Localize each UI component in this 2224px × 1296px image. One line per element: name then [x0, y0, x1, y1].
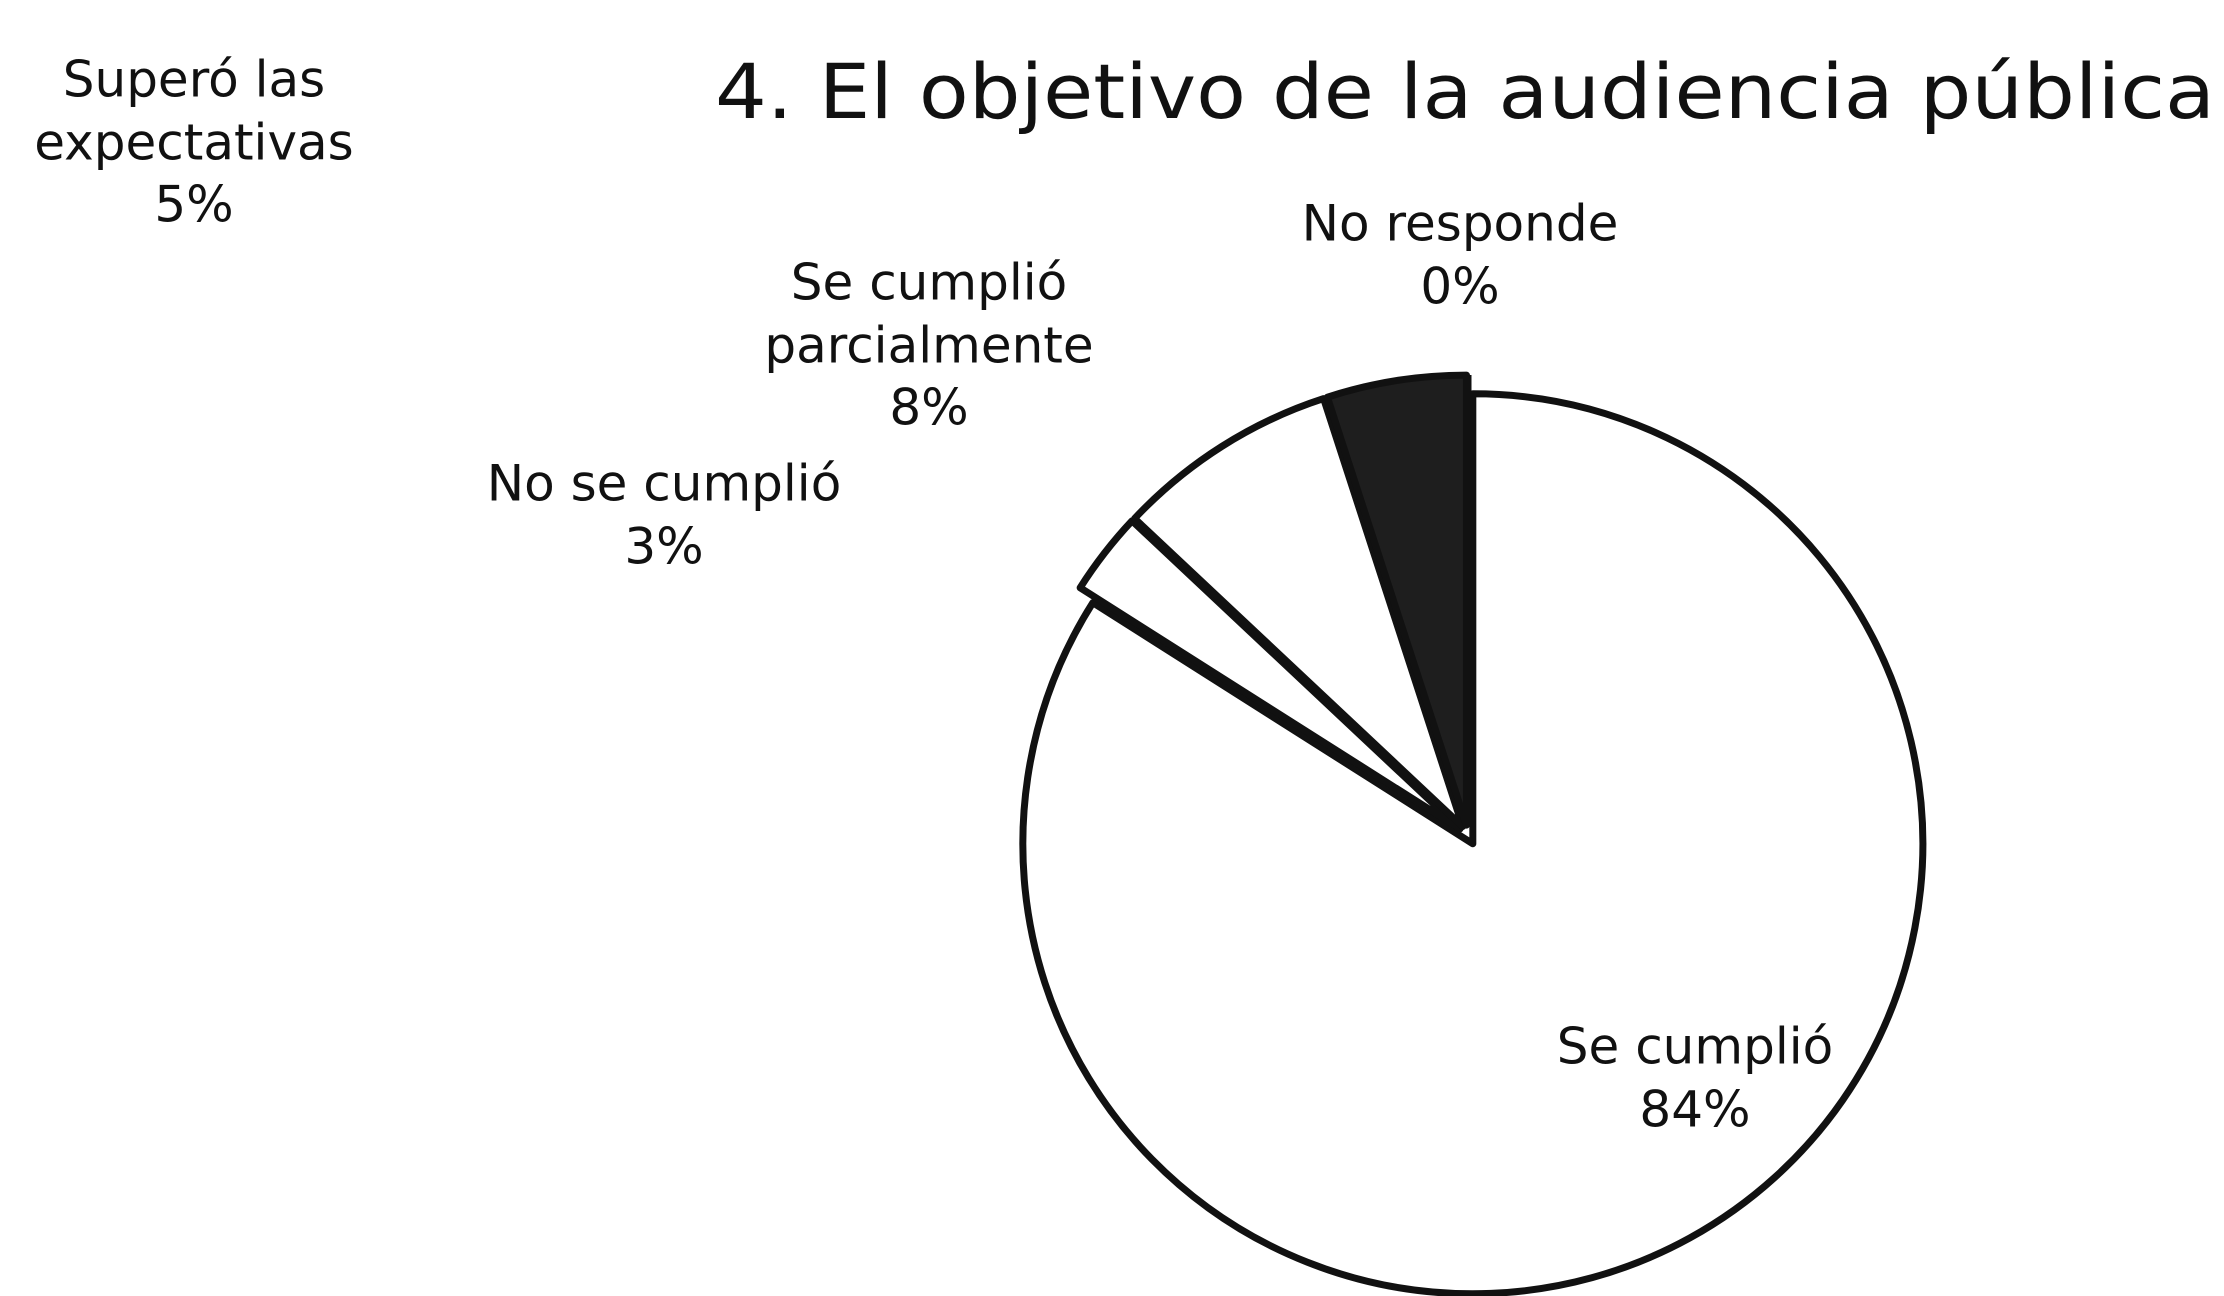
value-label: 84%	[1639, 1080, 1751, 1138]
category-label: No se cumplió	[486, 454, 842, 513]
slice-label: Superó las expectativas 5%	[24, 48, 364, 236]
slice-label: Se cumplió parcialmente 8%	[759, 251, 1099, 439]
slice-label: No se cumplió 3%	[464, 453, 864, 578]
category-label: Superó las expectativas	[34, 50, 354, 171]
category-label: Se cumplió	[1556, 1017, 1834, 1076]
value-label: 5%	[154, 175, 234, 234]
pie-slice	[1131, 395, 1467, 831]
category-label: Se cumplió parcialmente	[764, 253, 1094, 374]
slice-label: Se cumplió 84%	[1525, 1016, 1865, 1141]
value-label: 8%	[889, 378, 969, 437]
pie-slice	[1019, 390, 1927, 1296]
chart-title: 4. El objetivo de la audiencia pública	[715, 47, 2215, 136]
category-label: No responde	[1301, 194, 1619, 253]
value-label: 0%	[1420, 257, 1500, 315]
value-label: 3%	[624, 517, 704, 575]
slice-label: No responde 0%	[1290, 193, 1630, 318]
